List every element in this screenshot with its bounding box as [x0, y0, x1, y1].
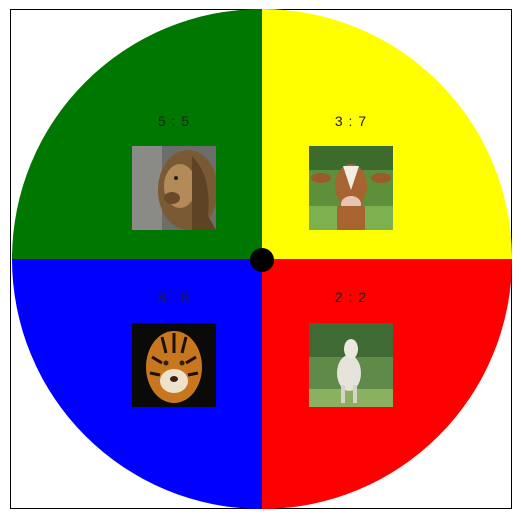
cow-image	[309, 146, 393, 230]
tiger-image	[132, 323, 216, 407]
wheel-center-hub[interactable]	[250, 248, 274, 272]
score-label-top-right: 3 : 7	[334, 113, 368, 129]
lamb-image	[309, 323, 393, 407]
score-label-bottom-right: 2 : 2	[334, 289, 368, 305]
lion-image	[132, 146, 216, 230]
score-label-bottom-left: 8 : 8	[157, 289, 191, 305]
score-label-top-left: 5 : 5	[157, 113, 191, 129]
